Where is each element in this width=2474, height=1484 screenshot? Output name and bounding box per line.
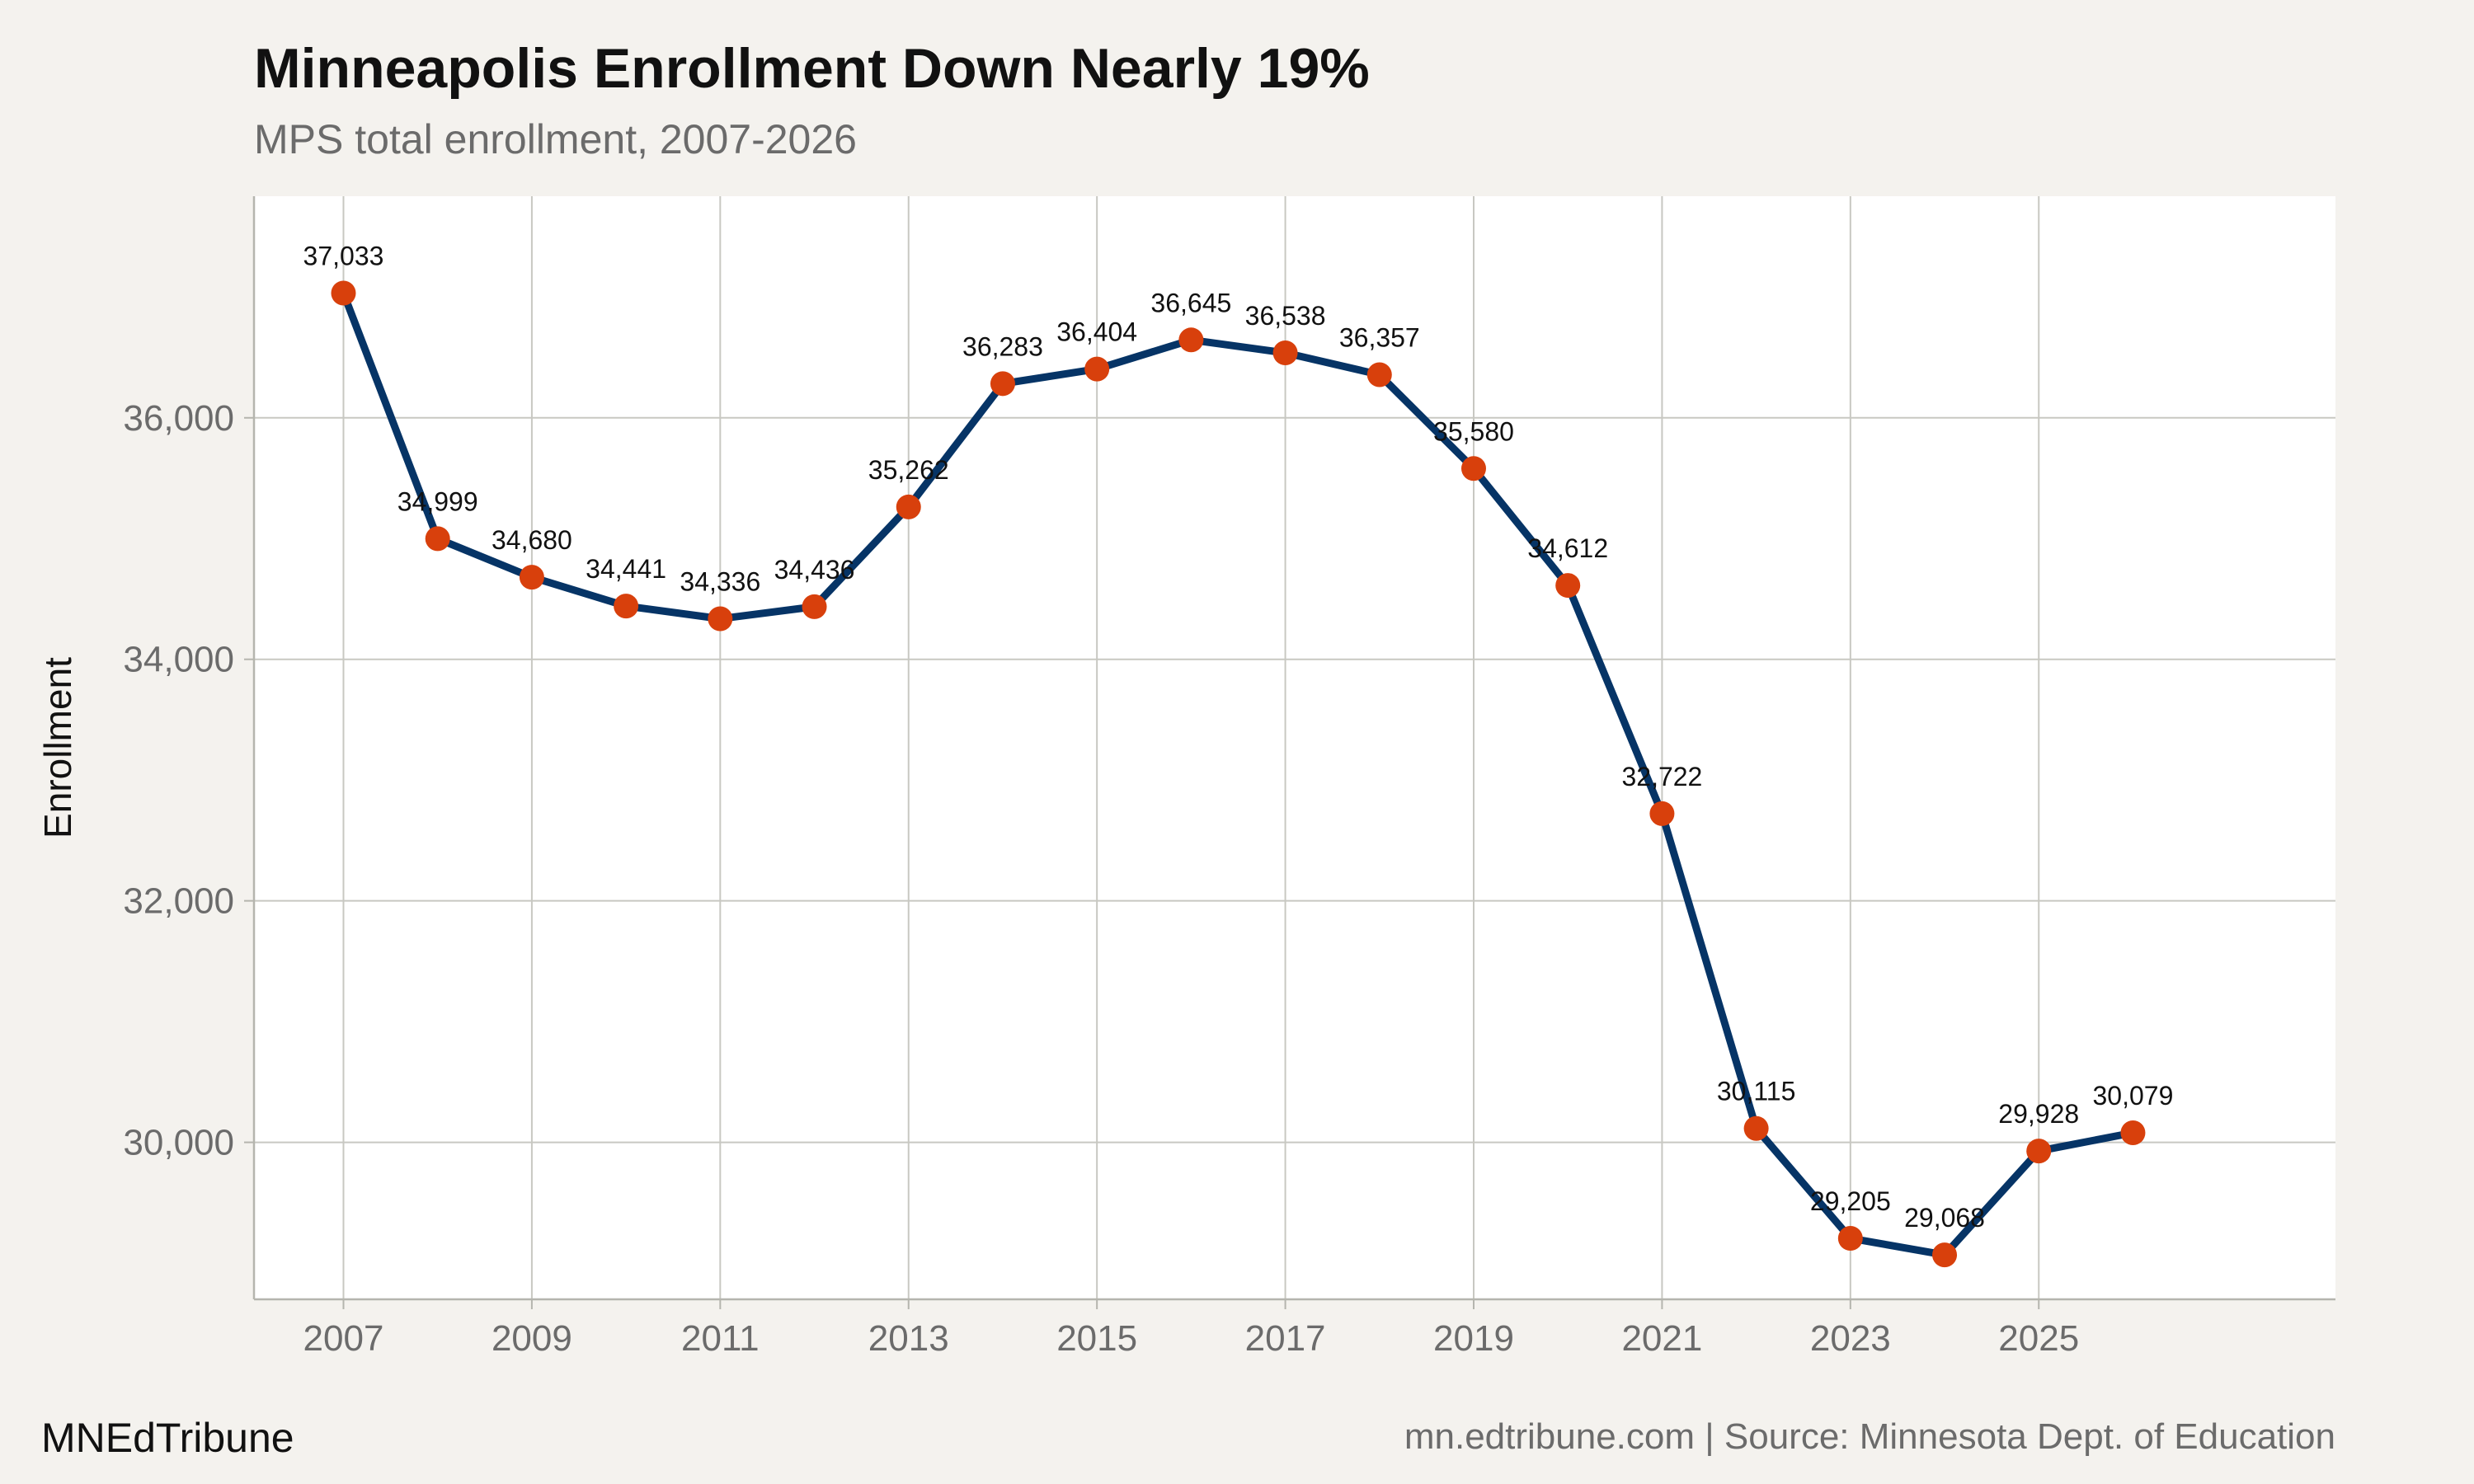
- y-tick-label-34000: 34,000: [123, 640, 234, 680]
- data-point-2024: [1932, 1242, 1958, 1268]
- x-axis-ticks: 2007 2009 2011 2013 2015 2017 2019 2021 2023 2025: [303, 1299, 2079, 1359]
- data-label-2013: 35,262: [868, 455, 949, 485]
- data-point-2026: [2120, 1120, 2146, 1146]
- data-label-2020: 34,612: [1527, 533, 1608, 563]
- x-tick-label-2025: 2025: [1998, 1318, 2079, 1359]
- x-tick-label-2013: 2013: [868, 1318, 949, 1359]
- data-point-2018: [1366, 362, 1392, 387]
- data-points: [331, 280, 2146, 1268]
- x-tick-label-2009: 2009: [492, 1318, 572, 1359]
- data-label-2018: 36,357: [1339, 322, 1420, 352]
- x-tick-label-2011: 2011: [681, 1318, 760, 1359]
- y-axis-label: Enrollment: [36, 657, 79, 838]
- data-label-2007: 37,033: [303, 241, 384, 270]
- data-point-2023: [1837, 1226, 1863, 1252]
- data-point-2015: [1084, 356, 1110, 382]
- data-label-2017: 36,538: [1245, 301, 1326, 331]
- brand-logo-text: MNEdTribune: [41, 1415, 294, 1461]
- x-tick-label-2021: 2021: [1621, 1318, 1702, 1359]
- data-point-2017: [1272, 340, 1298, 365]
- data-point-2014: [990, 371, 1015, 397]
- data-point-2021: [1649, 801, 1675, 826]
- y-tick-label-36000: 36,000: [123, 398, 234, 439]
- data-point-2019: [1460, 456, 1486, 481]
- x-tick-label-2017: 2017: [1245, 1318, 1326, 1359]
- x-tick-label-2023: 2023: [1810, 1318, 1891, 1359]
- data-point-2025: [2026, 1139, 2052, 1164]
- plot-panel: [254, 196, 2335, 1299]
- data-label-2024: 29,068: [1904, 1203, 1985, 1233]
- data-label-2010: 34,441: [586, 554, 666, 584]
- data-label-2019: 35,580: [1433, 416, 1514, 446]
- x-tick-label-2007: 2007: [303, 1318, 384, 1359]
- x-tick-label-2015: 2015: [1056, 1318, 1137, 1359]
- data-point-2007: [331, 280, 356, 306]
- data-labels: 37,033 34,999 34,680 34,441 34,336 34,436 35,2…: [303, 241, 2174, 1233]
- y-axis-ticks: 30,000 32,000 34,000 36,000: [123, 398, 254, 1163]
- y-tick-label-32000: 32,000: [123, 881, 234, 922]
- data-label-2025: 29,928: [1998, 1099, 2079, 1129]
- data-label-2011: 34,336: [680, 566, 760, 596]
- data-point-2009: [519, 565, 544, 590]
- source-note: mn.edtribune.com | Source: Minnesota Dep…: [1404, 1416, 2335, 1457]
- y-tick-label-30000: 30,000: [123, 1123, 234, 1163]
- data-point-2022: [1743, 1115, 1769, 1141]
- chart-subtitle: MPS total enrollment, 2007-2026: [254, 116, 857, 162]
- data-point-2016: [1178, 327, 1204, 353]
- data-label-2014: 36,283: [962, 331, 1043, 361]
- data-point-2010: [614, 594, 639, 619]
- x-tick-label-2019: 2019: [1433, 1318, 1514, 1359]
- data-point-2020: [1555, 573, 1581, 599]
- data-point-2012: [802, 594, 827, 619]
- data-label-2016: 36,645: [1150, 288, 1231, 317]
- chart-title: Minneapolis Enrollment Down Nearly 19%: [254, 37, 1370, 100]
- data-label-2012: 34,436: [774, 555, 855, 585]
- data-label-2026: 30,079: [2093, 1081, 2174, 1111]
- data-label-2023: 29,205: [1810, 1186, 1891, 1216]
- data-label-2022: 30,115: [1717, 1077, 1796, 1106]
- data-point-2008: [425, 526, 450, 552]
- data-label-2021: 32,722: [1621, 762, 1702, 791]
- data-label-2008: 34,999: [397, 486, 478, 516]
- data-point-2013: [896, 494, 921, 519]
- data-point-2011: [708, 606, 733, 632]
- data-label-2009: 34,680: [492, 525, 572, 555]
- data-label-2015: 36,404: [1056, 317, 1137, 347]
- enrollment-series-line: [340, 289, 2137, 1259]
